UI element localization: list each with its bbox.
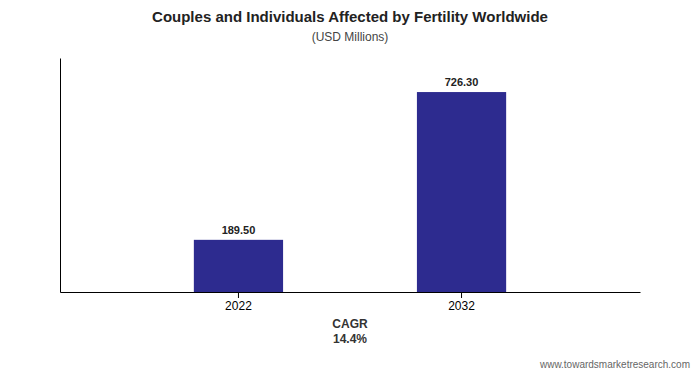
watermark: www.towardsmarketresearch.com [539, 359, 690, 370]
bars [194, 92, 506, 292]
plot-area: 2022 2032 189.50 726.30 [61, 59, 641, 313]
data-label: 726.30 [445, 76, 479, 88]
x-tick: 2032 [448, 292, 475, 313]
data-labels: 189.50 726.30 [222, 76, 479, 236]
x-axis: 2022 2032 [61, 292, 641, 313]
annotation-line: CAGR [332, 317, 368, 331]
annotation: CAGR14.4% [332, 317, 368, 346]
data-label: 189.50 [222, 224, 256, 236]
title: Couples and Individuals Affected by Fert… [152, 8, 548, 25]
x-tick-mark [238, 292, 239, 298]
y-axis [60, 59, 61, 293]
x-axis-line [61, 292, 641, 293]
x-tick: 2022 [225, 292, 252, 313]
subtitle: (USD Millions) [312, 30, 389, 44]
y-axis-line [60, 59, 61, 293]
bar [417, 92, 506, 292]
chart: Couples and Individuals Affected by Fert… [0, 0, 700, 376]
x-tick-label: 2032 [448, 299, 475, 313]
bar [194, 240, 283, 292]
annotation-line: 14.4% [333, 332, 367, 346]
x-tick-label: 2022 [225, 299, 252, 313]
x-tick-mark [461, 292, 462, 298]
